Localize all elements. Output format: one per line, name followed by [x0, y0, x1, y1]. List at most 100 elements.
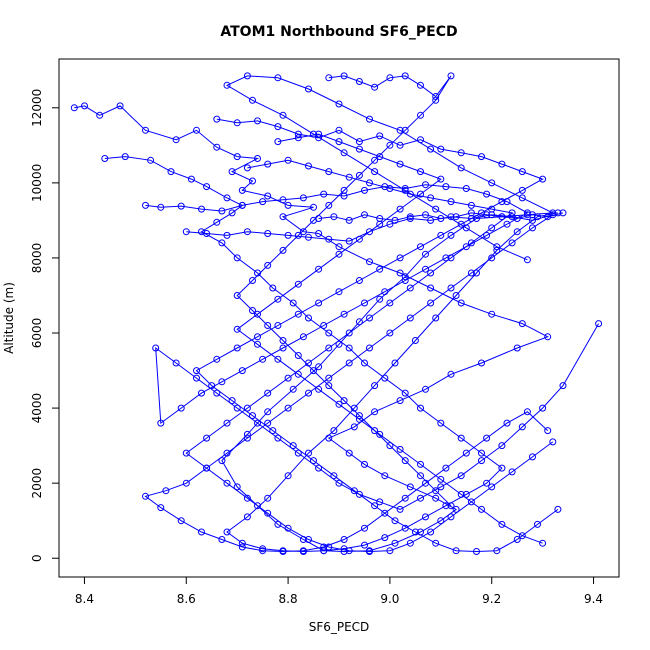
data-point: [391, 539, 399, 547]
data-point: [294, 134, 302, 142]
data-point: [432, 539, 440, 547]
data-point: [203, 230, 211, 237]
data-point: [228, 209, 236, 217]
data-point: [315, 363, 323, 371]
data-point: [233, 292, 241, 299]
y-axis-label: Altitude (m): [2, 282, 16, 354]
data-point: [457, 299, 465, 307]
data-point: [447, 513, 455, 521]
data-point: [335, 126, 343, 134]
data-point: [101, 155, 109, 162]
data-point: [233, 483, 241, 491]
data-point: [320, 543, 328, 551]
chart-title: ATOM1 Northbound SF6_PECD: [220, 24, 457, 40]
data-point: [391, 517, 399, 525]
data-point: [345, 173, 353, 181]
data-point: [254, 502, 261, 510]
data-point: [243, 404, 251, 412]
data-point: [488, 310, 496, 318]
data-point: [417, 494, 424, 502]
series-layer: [70, 72, 603, 555]
data-point: [294, 449, 302, 457]
data-point: [366, 115, 373, 123]
data-point: [366, 314, 373, 322]
data-point: [396, 254, 404, 262]
data-point: [289, 442, 297, 450]
data-point: [488, 205, 496, 213]
data-point: [228, 397, 236, 405]
data-point: [361, 186, 368, 194]
data-point: [483, 231, 491, 239]
data-point: [427, 216, 435, 224]
data-point: [503, 419, 511, 427]
y-tick-label: 6000: [30, 318, 44, 349]
data-point: [203, 464, 211, 472]
data-point: [447, 284, 455, 292]
data-point: [305, 85, 312, 93]
data-point: [366, 179, 373, 187]
series-line: [185, 159, 554, 553]
data-point: [478, 457, 485, 465]
data-point: [478, 359, 485, 367]
data-point: [152, 344, 160, 352]
data-point: [213, 143, 221, 151]
data-point: [422, 250, 429, 258]
data-point: [274, 123, 282, 131]
data-point: [417, 243, 424, 251]
data-point: [193, 374, 200, 382]
data-point: [386, 220, 394, 228]
data-point: [442, 502, 450, 510]
data-point: [157, 203, 165, 211]
data-point: [330, 213, 338, 221]
data-point: [371, 408, 379, 416]
data-point: [371, 502, 379, 510]
data-point: [223, 81, 231, 89]
data-point: [249, 412, 256, 420]
data-point: [478, 449, 485, 457]
data-point: [218, 207, 226, 215]
data-point: [376, 498, 384, 506]
data-point: [218, 457, 226, 465]
data-point: [386, 299, 394, 307]
data-point: [264, 509, 272, 517]
data-point: [274, 434, 282, 442]
data-point: [340, 310, 348, 318]
data-point: [243, 513, 251, 521]
data-point: [371, 427, 379, 435]
data-point: [447, 502, 455, 510]
data-point: [355, 318, 363, 326]
data-point: [315, 299, 323, 307]
data-point: [299, 547, 307, 555]
data-point: [442, 254, 450, 262]
data-point: [320, 322, 328, 329]
series-6: [182, 156, 557, 555]
data-point: [437, 475, 445, 483]
data-point: [361, 359, 368, 367]
data-point: [345, 329, 353, 337]
data-point: [473, 548, 480, 555]
data-point: [345, 547, 353, 555]
data-point: [279, 111, 287, 119]
data-point: [193, 367, 200, 375]
data-point: [376, 153, 384, 161]
data-point: [529, 224, 536, 232]
data-point: [513, 344, 521, 352]
data-point: [493, 243, 501, 251]
data-point: [422, 181, 429, 189]
data-point: [121, 153, 129, 161]
data-point: [401, 457, 409, 465]
data-point: [254, 155, 261, 162]
data-point: [386, 141, 394, 149]
data-point: [254, 340, 261, 348]
data-point: [518, 532, 526, 540]
data-point: [335, 100, 343, 108]
data-point: [274, 138, 282, 146]
data-point: [218, 239, 226, 247]
data-point: [442, 183, 450, 191]
data-point: [366, 548, 373, 555]
data-point: [467, 269, 475, 277]
data-point: [376, 215, 384, 222]
data-point: [386, 547, 394, 555]
data-point: [355, 145, 363, 153]
data-point: [325, 201, 333, 209]
